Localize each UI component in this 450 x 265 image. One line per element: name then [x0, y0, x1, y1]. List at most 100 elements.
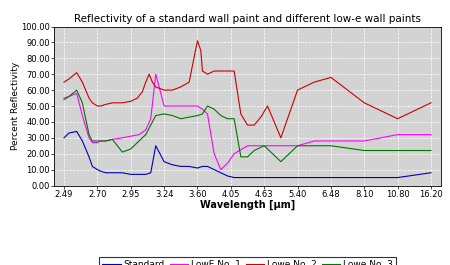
- LowE No. 1: [143, 128, 148, 131]
- Standard: [94, 168, 100, 171]
- Lowe No. 3: [178, 117, 184, 120]
- Lowe No. 2: [74, 71, 79, 74]
- LowE No. 1: [120, 136, 125, 139]
- Lowe No. 3: [295, 144, 300, 147]
- Standard: [120, 171, 125, 174]
- LowE No. 1: [94, 141, 100, 144]
- Standard: [153, 144, 158, 147]
- Lowe No. 2: [265, 104, 270, 108]
- Lowe No. 3: [218, 114, 224, 117]
- LowE No. 1: [153, 73, 158, 76]
- LowE No. 1: [200, 108, 205, 111]
- Lowe No. 2: [278, 136, 284, 139]
- Lowe No. 2: [195, 39, 200, 42]
- Lowe No. 2: [170, 89, 175, 92]
- Standard: [148, 171, 153, 174]
- Standard: [128, 173, 134, 176]
- Lowe No. 2: [140, 90, 145, 93]
- Lowe No. 3: [225, 117, 230, 120]
- LowE No. 1: [61, 96, 67, 100]
- LowE No. 1: [225, 162, 230, 165]
- Standard: [212, 168, 217, 171]
- Standard: [218, 171, 224, 174]
- Standard: [395, 176, 400, 179]
- Lowe No. 2: [146, 73, 152, 76]
- Lowe No. 3: [136, 139, 142, 143]
- Lowe No. 2: [205, 73, 210, 76]
- LowE No. 1: [90, 141, 95, 144]
- Lowe No. 2: [90, 101, 95, 104]
- LowE No. 1: [128, 135, 134, 138]
- Lowe No. 2: [153, 85, 158, 89]
- LowE No. 1: [361, 139, 367, 143]
- Lowe No. 2: [225, 69, 230, 73]
- Lowe No. 3: [143, 133, 148, 136]
- Lowe No. 3: [148, 123, 153, 127]
- LowE No. 1: [148, 117, 153, 120]
- Lowe No. 2: [231, 69, 237, 73]
- Lowe No. 3: [98, 139, 104, 143]
- Lowe No. 3: [80, 101, 85, 104]
- Standard: [225, 174, 230, 178]
- Standard: [295, 176, 300, 179]
- Standard: [136, 173, 142, 176]
- Lowe No. 2: [94, 104, 100, 108]
- Lowe No. 2: [238, 112, 243, 116]
- Lowe No. 2: [61, 81, 67, 84]
- Lowe No. 2: [120, 101, 125, 104]
- Lowe No. 3: [245, 155, 250, 158]
- Lowe No. 2: [295, 89, 300, 92]
- Standard: [178, 165, 184, 168]
- Line: LowE No. 1: LowE No. 1: [64, 74, 431, 170]
- LowE No. 1: [328, 139, 333, 143]
- LowE No. 1: [186, 104, 192, 108]
- Lowe No. 3: [212, 108, 217, 111]
- Lowe No. 3: [361, 149, 367, 152]
- Lowe No. 2: [80, 81, 85, 84]
- Lowe No. 3: [61, 98, 67, 101]
- Lowe No. 2: [198, 49, 203, 52]
- Standard: [200, 165, 205, 168]
- Lowe No. 2: [98, 104, 104, 108]
- Standard: [311, 176, 317, 179]
- LowE No. 1: [261, 144, 267, 147]
- Lowe No. 3: [90, 139, 95, 143]
- X-axis label: Wavelength [μm]: Wavelength [μm]: [200, 200, 295, 210]
- Standard: [328, 176, 333, 179]
- LowE No. 1: [178, 104, 184, 108]
- LowE No. 1: [103, 139, 108, 143]
- LowE No. 1: [66, 95, 72, 98]
- Lowe No. 3: [74, 89, 79, 92]
- Standard: [103, 171, 108, 174]
- LowE No. 1: [295, 144, 300, 147]
- Standard: [61, 136, 67, 139]
- Standard: [110, 171, 115, 174]
- Standard: [162, 160, 167, 163]
- Lowe No. 3: [153, 114, 158, 117]
- Lowe No. 3: [162, 112, 167, 116]
- Lowe No. 3: [328, 144, 333, 147]
- Lowe No. 2: [150, 81, 155, 84]
- Standard: [195, 166, 200, 170]
- Lowe No. 2: [86, 96, 92, 100]
- Lowe No. 2: [245, 123, 250, 127]
- Lowe No. 3: [278, 160, 284, 163]
- LowE No. 1: [98, 139, 104, 143]
- Lowe No. 3: [238, 155, 243, 158]
- Lowe No. 3: [200, 112, 205, 116]
- LowE No. 1: [162, 104, 167, 108]
- Lowe No. 2: [395, 117, 400, 120]
- LowE No. 1: [245, 144, 250, 147]
- Standard: [90, 165, 95, 168]
- LowE No. 1: [195, 104, 200, 108]
- LowE No. 1: [205, 112, 210, 116]
- Lowe No. 3: [86, 133, 92, 136]
- LowE No. 1: [74, 92, 79, 95]
- Line: Lowe No. 2: Lowe No. 2: [64, 41, 431, 138]
- Lowe No. 3: [103, 139, 108, 143]
- Standard: [80, 139, 85, 143]
- Lowe No. 2: [218, 69, 224, 73]
- Standard: [143, 173, 148, 176]
- Lowe No. 2: [311, 81, 317, 84]
- Lowe No. 2: [186, 81, 192, 84]
